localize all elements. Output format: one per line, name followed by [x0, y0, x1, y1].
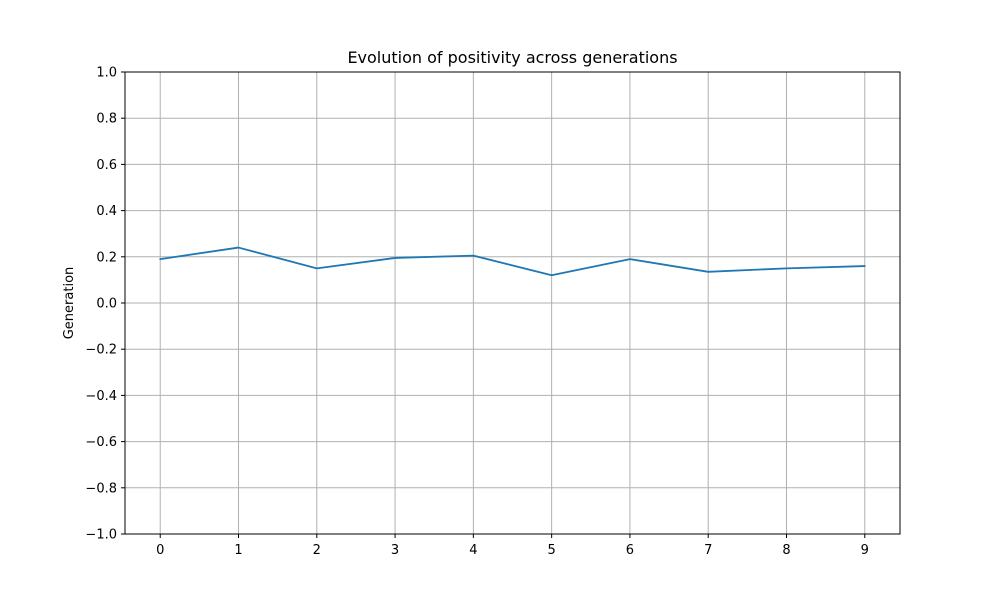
y-axis-label: Generation: [62, 267, 77, 340]
y-tick-label: −0.8: [85, 481, 117, 496]
series-line: [159, 246, 866, 277]
y-tick-label: 0.0: [96, 297, 117, 312]
y-tick-label: −0.6: [85, 435, 117, 450]
y-tick-label: 0.4: [96, 204, 117, 219]
series-layer: [159, 246, 866, 277]
x-tick-label: 9: [861, 543, 869, 558]
x-tick-label: 7: [704, 543, 712, 558]
y-tick-label: 0.6: [96, 158, 117, 173]
x-tick-label: 6: [626, 543, 634, 558]
x-tick-label: 5: [548, 543, 556, 558]
x-tick-label: 2: [313, 543, 321, 558]
y-tick-label: 0.2: [96, 250, 117, 265]
chart-title: Evolution of positivity across generatio…: [347, 48, 677, 67]
y-axis: −1.0 −0.8 −0.6 −0.4 −0.2 0.0 0.2 0.4 0.6 0.8 1.0: [85, 66, 125, 543]
y-tick-label: −0.4: [85, 389, 117, 404]
y-tick-label: 0.8: [96, 112, 117, 127]
x-tick-label: 8: [782, 543, 790, 558]
x-axis: 0 1 2 3 4 5 6 7 8 9: [156, 534, 869, 558]
x-tick-label: 0: [156, 543, 164, 558]
y-tick-label: −1.0: [85, 528, 117, 543]
y-tick-label: −0.2: [85, 343, 117, 358]
y-tick-label: 1.0: [96, 66, 117, 81]
x-tick-label: 3: [391, 543, 399, 558]
x-tick-label: 1: [234, 543, 242, 558]
x-tick-label: 4: [469, 543, 477, 558]
